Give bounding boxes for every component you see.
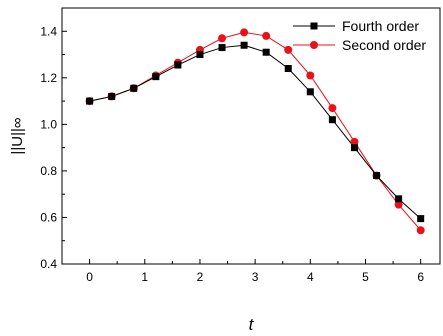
series-line (89, 44, 422, 219)
x-tick-label: 0 (86, 270, 93, 284)
series-layer (85, 28, 425, 235)
data-point (218, 34, 227, 43)
data-point (130, 84, 138, 92)
legend-marker (310, 22, 318, 30)
data-point (262, 48, 270, 56)
x-tick-label: 1 (141, 270, 148, 284)
data-point (240, 28, 249, 37)
x-tick-label: 6 (417, 270, 424, 284)
y-tick-label: 0.6 (40, 210, 57, 224)
x-axis-label: t (249, 315, 255, 334)
data-point (284, 65, 292, 73)
y-axis-label: ||U||∞ (9, 117, 26, 154)
data-point (152, 73, 160, 81)
x-tick-label: 4 (307, 270, 314, 284)
x-tick-label: 2 (197, 270, 204, 284)
y-tick-label: 1.4 (40, 24, 57, 38)
legend-marker (310, 41, 318, 49)
x-tick-label: 3 (252, 270, 259, 284)
data-point (218, 44, 226, 52)
axis-ticks: 0 1 2 3 4 5 6 0.4 0.6 0.8 1.0 1.2 1.4 (40, 7, 424, 284)
data-point (417, 215, 425, 223)
data-point (284, 45, 293, 54)
data-point (394, 200, 403, 209)
data-point (328, 116, 336, 124)
data-point (373, 172, 381, 180)
y-tick-label: 0.4 (40, 257, 57, 271)
data-point (174, 61, 182, 69)
legend-label: Fourth order (342, 18, 419, 34)
plot-frame (61, 7, 441, 265)
data-point (262, 31, 271, 40)
legend: Fourth order Second order (293, 18, 426, 53)
data-point (306, 71, 315, 80)
y-tick-label: 1.2 (40, 71, 57, 85)
legend-label: Second order (342, 37, 426, 53)
data-point (395, 195, 403, 203)
x-tick-label: 5 (362, 270, 369, 284)
data-point (350, 137, 359, 146)
data-point (328, 104, 337, 113)
data-point (240, 41, 248, 49)
data-point (196, 51, 204, 59)
data-point (416, 226, 425, 235)
data-point (86, 97, 94, 105)
data-point (306, 88, 314, 96)
y-tick-label: 1.0 (40, 117, 57, 131)
y-tick-label: 0.8 (40, 164, 57, 178)
data-point (108, 92, 116, 100)
data-point (350, 144, 358, 152)
series-line (89, 31, 422, 231)
